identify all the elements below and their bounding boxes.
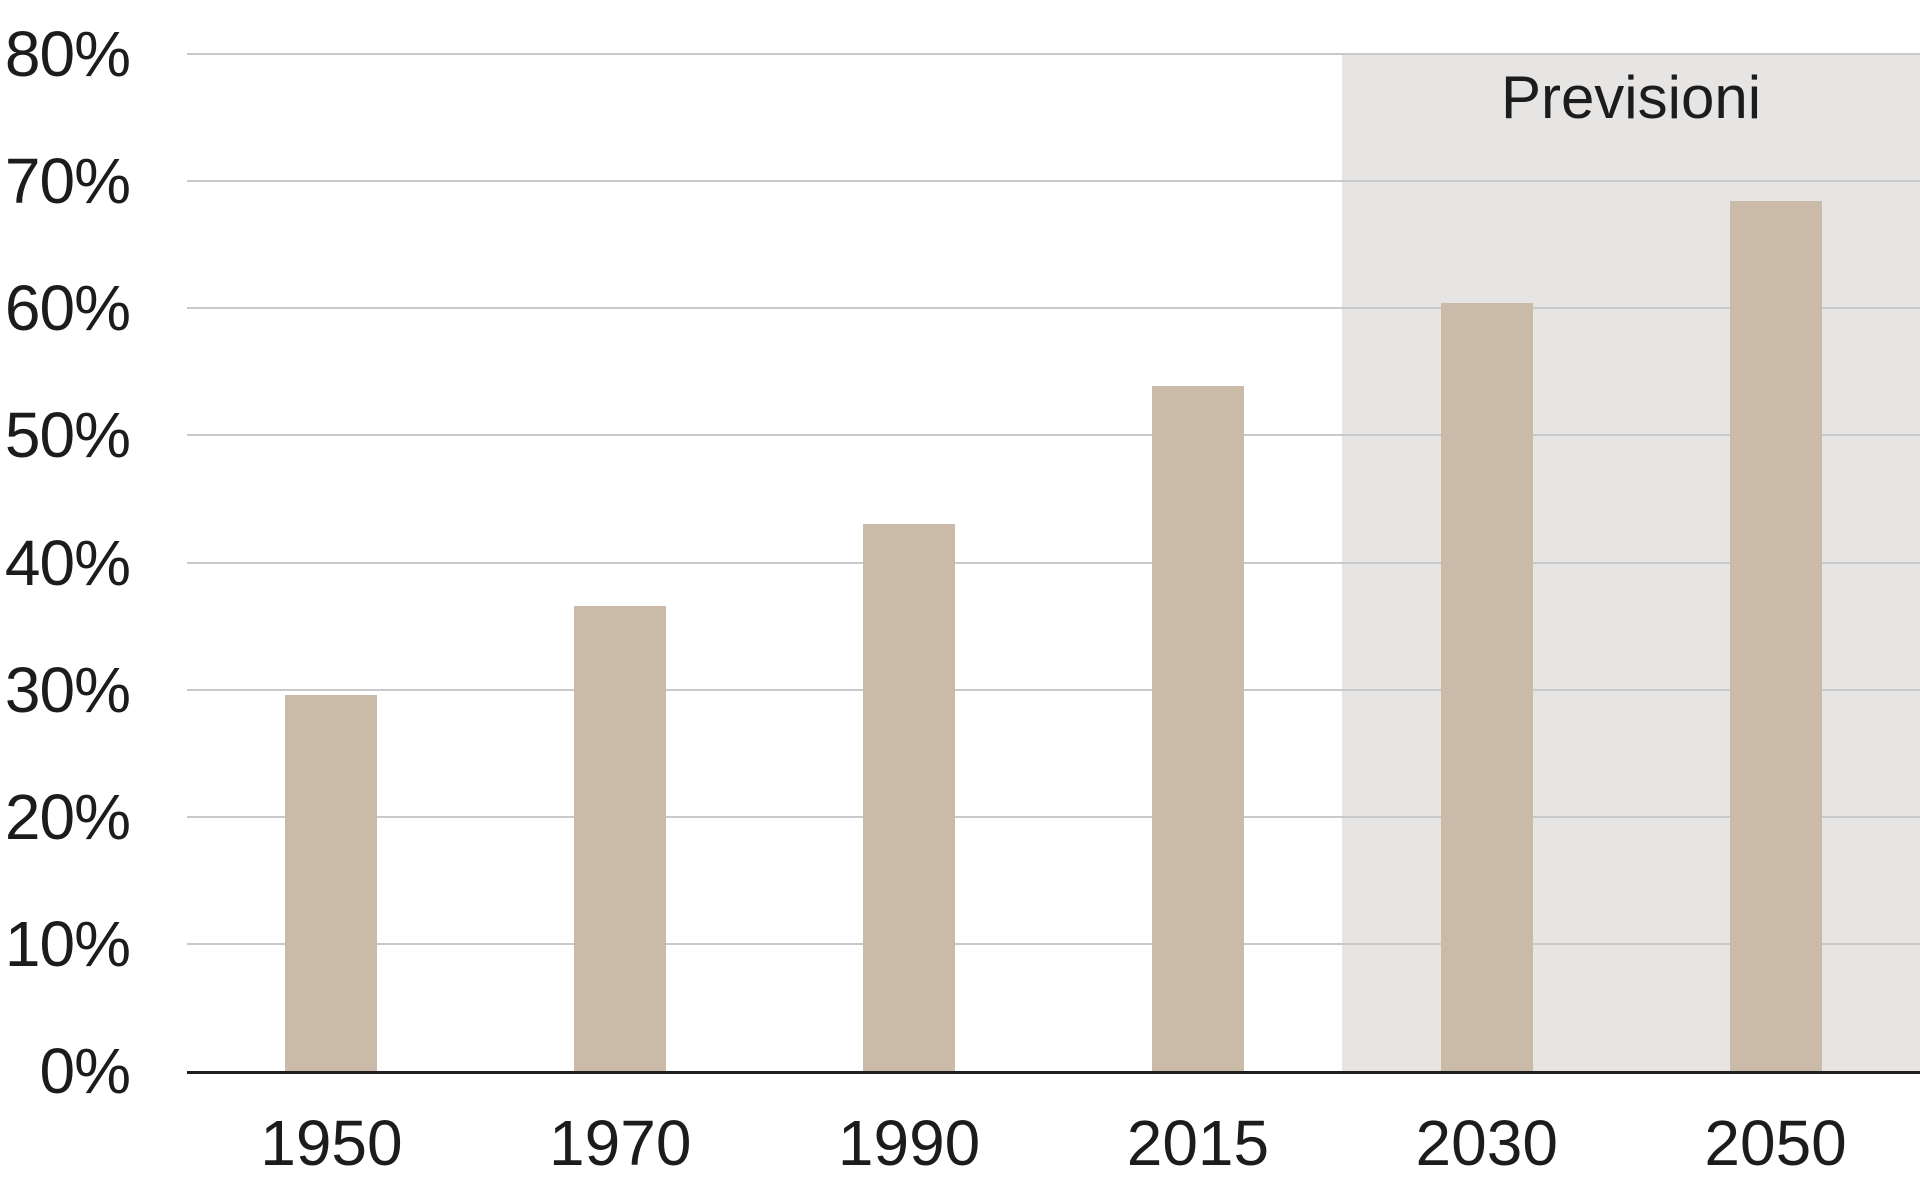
y-tick-label-70%: 70% [4, 145, 131, 218]
y-tick-label-80%: 80% [4, 18, 131, 90]
bar-1970 [574, 605, 667, 1071]
x-tick-label-1950: 1950 [260, 1107, 403, 1179]
gridline-30% [187, 688, 1920, 691]
y-tick-label-30%: 30% [4, 653, 131, 726]
bar-1950 [285, 694, 378, 1071]
y-tick-label-40%: 40% [4, 526, 131, 599]
bar-2050 [1729, 201, 1822, 1071]
bar-1990 [863, 524, 956, 1071]
gridline-80% [187, 53, 1920, 55]
y-tick-label-10%: 10% [4, 907, 131, 980]
y-tick-label-0%: 0% [39, 1035, 132, 1107]
x-tick-label-2030: 2030 [1415, 1107, 1558, 1179]
y-tick-label-60%: 60% [4, 272, 131, 345]
gridline-10% [187, 942, 1920, 945]
gridline-50% [187, 434, 1920, 437]
x-tick-label-1990: 1990 [837, 1107, 981, 1179]
x-axis-line [187, 1071, 1920, 1074]
y-tick-label-50%: 50% [4, 399, 131, 472]
gridline-60% [187, 307, 1920, 310]
gridline-70% [187, 180, 1920, 183]
gridline-40% [187, 561, 1920, 564]
x-tick-label-1970: 1970 [549, 1107, 692, 1179]
gridline-20% [187, 815, 1920, 818]
forecast-region-label: Previsioni [1500, 64, 1762, 131]
x-tick-label-2015: 2015 [1126, 1107, 1270, 1179]
bar-2015 [1151, 385, 1244, 1071]
x-tick-label-2050: 2050 [1704, 1107, 1847, 1179]
bar-2030 [1440, 303, 1533, 1071]
y-tick-label-20%: 20% [4, 780, 131, 853]
